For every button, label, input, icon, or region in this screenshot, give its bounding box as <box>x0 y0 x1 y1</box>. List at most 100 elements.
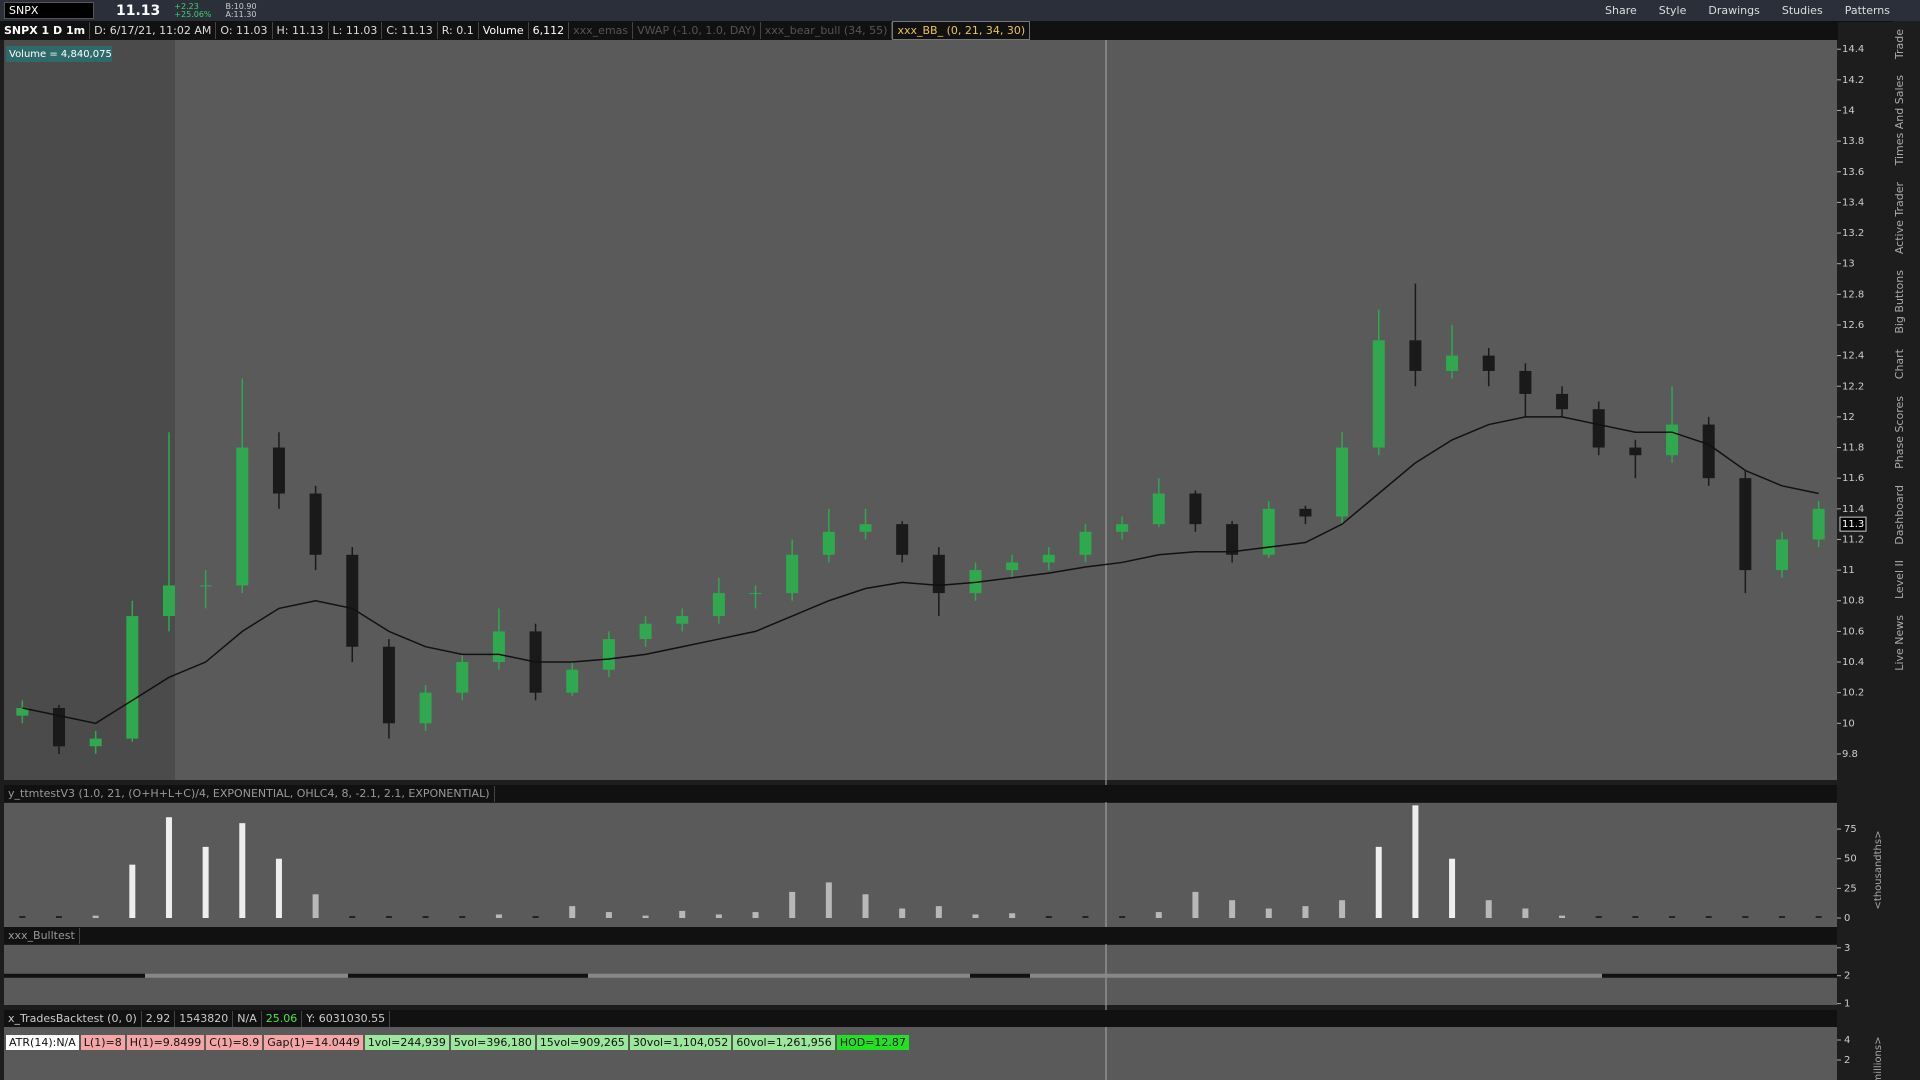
candle-body <box>1299 508 1312 517</box>
bid: B:10.90 <box>225 1 257 11</box>
y-tick-label: 50 <box>1844 854 1857 865</box>
info-item: xxx_BB_ (0, 21, 34, 30) <box>892 21 1031 40</box>
osc-bar <box>1595 916 1602 918</box>
y-tick-label: 10.4 <box>1842 657 1864 668</box>
osc-bar <box>825 882 832 918</box>
osc-bar <box>569 906 576 918</box>
side-tab[interactable]: Trade <box>1893 29 1906 60</box>
candle-body <box>1592 409 1605 448</box>
y-tick-label: 13 <box>1842 259 1855 270</box>
stats-row: ATR(14):N/A L(1)=8 H(1)=9.8499 C(1)=8.9 Gap(… <box>6 1032 909 1052</box>
info-item: VWAP (-1.0, 1.0, DAY) <box>633 22 761 39</box>
osc-bar <box>1412 805 1419 918</box>
toolbar-button[interactable]: Drawings <box>1708 4 1760 17</box>
y-tick-label: 11.2 <box>1842 534 1864 545</box>
osc-bar <box>202 846 209 918</box>
side-tab[interactable]: Dashboard <box>1893 484 1906 545</box>
osc-bar <box>1742 916 1749 918</box>
candle-body <box>1336 447 1349 517</box>
osc-bar <box>1265 908 1272 918</box>
bulltest-title: xxx_Bulltest <box>4 927 80 944</box>
candle-body <box>419 692 432 724</box>
side-tab[interactable]: Phase Scores <box>1893 395 1906 469</box>
y-tick-label: 25 <box>1844 883 1857 894</box>
stat-label: L(1)=8 <box>80 1034 125 1050</box>
osc-bar <box>129 864 136 918</box>
candle-body <box>1556 393 1569 410</box>
info-item: xxx_emas <box>569 22 634 39</box>
candle-body <box>89 738 102 747</box>
side-tab[interactable]: Chart <box>1893 349 1906 380</box>
y-tick-label: 1 <box>1844 999 1850 1010</box>
osc-bar <box>1082 916 1089 918</box>
osc-bar <box>1779 916 1786 918</box>
osc-bar <box>1229 900 1236 918</box>
y-tick-label: 14 <box>1842 105 1855 116</box>
candle-body <box>896 524 909 555</box>
info-item: L: 11.03 <box>329 22 383 39</box>
symbol-box[interactable]: SNPX <box>4 2 94 19</box>
change: +2.23 +25.06% <box>174 2 211 19</box>
y-tick-label: 2 <box>1844 971 1850 982</box>
stat-label: H(1)=9.8499 <box>126 1034 205 1050</box>
candle-body <box>1702 424 1715 479</box>
candle-body <box>272 447 285 494</box>
candle-body <box>676 616 689 624</box>
toolbar-button[interactable]: Share <box>1605 4 1637 17</box>
candle-body <box>786 554 799 594</box>
stat-label: 15vol=909,265 <box>536 1034 628 1050</box>
candle-body <box>859 524 872 532</box>
volume-label-bg <box>6 46 112 62</box>
info-item: D: 6/17/21, 11:02 AM <box>90 22 217 39</box>
candle-body <box>969 570 982 594</box>
price-pane <box>4 40 1837 780</box>
candle-body <box>1409 340 1422 371</box>
side-tab[interactable]: Times And Sales <box>1893 75 1906 166</box>
candle-body <box>639 623 652 640</box>
side-tab[interactable]: Level II <box>1893 560 1906 600</box>
y-tick-label: 14.2 <box>1842 75 1864 86</box>
y-tick-label: 12.2 <box>1842 381 1864 392</box>
side-tab[interactable]: Live News <box>1893 615 1906 671</box>
osc-bar <box>642 915 649 918</box>
toolbar-button[interactable]: Studies <box>1781 4 1823 17</box>
candle-body <box>602 639 615 670</box>
osc-bar <box>495 914 502 918</box>
candle-body <box>1116 524 1129 532</box>
side-tab[interactable]: Active Trader <box>1893 181 1906 254</box>
toolbar-button[interactable]: Style <box>1658 4 1687 17</box>
premarket-shade <box>4 40 175 780</box>
candle-body <box>16 707 29 716</box>
y-tick-label: 10 <box>1842 718 1855 729</box>
info-item: H: 11.13 <box>273 22 329 39</box>
y-tick-label: 75 <box>1844 824 1857 835</box>
osc-bar <box>422 916 429 918</box>
y-tick-label: 4 <box>1844 1035 1850 1046</box>
y-tick-label: 11.6 <box>1842 473 1864 484</box>
osc-bar <box>19 916 26 918</box>
osc-bar <box>55 916 62 918</box>
osc-bar <box>1485 900 1492 918</box>
osc-bar <box>789 891 796 918</box>
y-tick-label: 12.8 <box>1842 289 1864 300</box>
info-item: SNPX 1 D 1m <box>0 22 91 39</box>
osc-bar <box>1375 846 1382 918</box>
ask: A:11.30 <box>225 9 257 19</box>
side-tab[interactable]: Big Buttons <box>1893 269 1906 334</box>
bulltest-header: xxx_Bulltest <box>4 927 1837 944</box>
y-tick-label: 11 <box>1842 565 1855 576</box>
osc-title: y_ttmtestV3 (1.0, 21, (O+H+L+C)/4, EXPON… <box>4 785 495 802</box>
candle-body <box>1666 424 1679 456</box>
stat-label: ATR(14):N/A <box>6 1034 79 1050</box>
osc-bar <box>1559 915 1566 918</box>
y-tick-label: 12.4 <box>1842 351 1864 362</box>
backtest-item: x_TradesBacktest (0, 0) <box>4 1010 142 1027</box>
osc-bar <box>1669 916 1676 918</box>
candle-body <box>199 585 212 587</box>
info-item: R: 0.1 <box>438 22 479 39</box>
price-marker: 11.3 <box>1842 519 1864 530</box>
osc-bar <box>275 858 282 918</box>
osc-bar <box>1192 891 1199 918</box>
toolbar-button[interactable]: Patterns <box>1844 4 1890 17</box>
